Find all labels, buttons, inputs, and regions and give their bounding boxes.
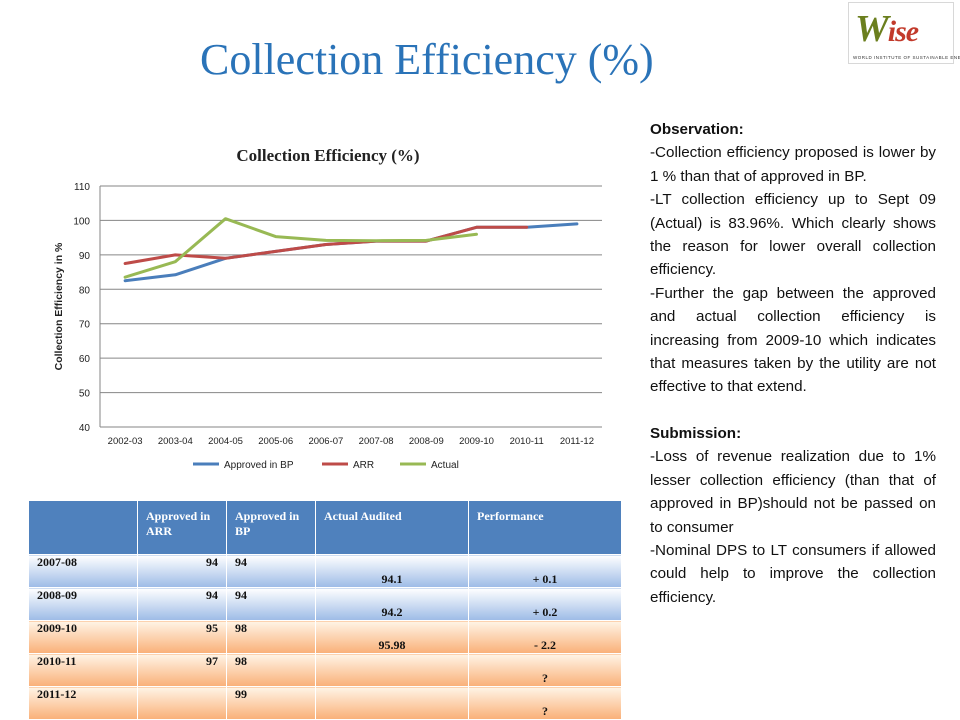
table-header-row: Approved in ARR Approved in BP Actual Au… — [28, 500, 622, 555]
cell-approved-bp: 98 — [226, 620, 316, 654]
x-tick-label: 2010-11 — [510, 436, 544, 447]
legend-label: ARR — [353, 460, 374, 471]
x-tick-label: 2006-07 — [308, 436, 343, 447]
observation-heading: Observation: — [650, 121, 744, 138]
cell-actual-audited: 95.98 — [315, 620, 469, 654]
series-line — [123, 217, 478, 279]
table-row: 2011-12 99 ? — [28, 686, 622, 720]
y-tick-label: 70 — [79, 320, 91, 331]
y-tick-label: 60 — [79, 354, 91, 365]
observation-point: -Further the gap between the approved an… — [650, 284, 936, 396]
x-tick-label: 2007-08 — [359, 436, 394, 447]
x-tick-label: 2011-12 — [560, 436, 594, 447]
x-tick-label: 2005-06 — [258, 436, 293, 447]
y-axis-label: Collection Efficiency in % — [53, 242, 65, 370]
cell-approved-arr — [137, 686, 227, 720]
submission-point: -Nominal DPS to LT consumers if allowed … — [650, 541, 936, 606]
cell-performance: ? — [468, 686, 622, 720]
cell-actual-audited: 94.2 — [315, 587, 469, 621]
slide-title: Collection Efficiency (%) — [200, 35, 654, 84]
cell-approved-bp: 99 — [226, 686, 316, 720]
cell-year: 2009-10 — [28, 620, 138, 654]
cell-performance: ? — [468, 653, 622, 687]
x-tick-label: 2009-10 — [459, 436, 494, 447]
cell-year: 2011-12 — [28, 686, 138, 720]
logo-wordmark: Wise — [855, 8, 919, 50]
submission-heading: Submission: — [650, 424, 742, 442]
cell-approved-arr: 97 — [137, 653, 227, 687]
text-panel: Observation: -Collection efficiency prop… — [650, 118, 936, 609]
cell-approved-arr: 94 — [137, 554, 227, 588]
header-approved-arr: Approved in ARR — [137, 500, 227, 555]
cell-performance: - 2.2 — [468, 620, 622, 654]
cell-actual-audited — [315, 686, 469, 720]
cell-actual-audited — [315, 653, 469, 687]
cell-approved-arr: 94 — [137, 587, 227, 621]
table-row: 2007-08 94 94 94.1 + 0.1 — [28, 554, 622, 588]
x-tick-label: 2008-09 — [409, 436, 444, 447]
cell-year: 2010-11 — [28, 653, 138, 687]
y-tick-label: 100 — [73, 216, 90, 227]
header-approved-bp: Approved in BP — [226, 500, 316, 555]
y-tick-label: 40 — [79, 423, 91, 434]
cell-approved-arr: 95 — [137, 620, 227, 654]
cell-approved-bp: 94 — [226, 554, 316, 588]
observation-point: -Collection efficiency proposed is lower… — [650, 144, 936, 185]
series-line — [123, 225, 529, 265]
legend-label: Actual — [431, 460, 459, 471]
legend-label: Approved in BP — [224, 460, 294, 471]
cell-actual-audited: 94.1 — [315, 554, 469, 588]
logo-tagline: WORLD INSTITUTE OF SUSTAINABLE ENERGY — [853, 55, 960, 60]
line-chart: 40 50 60 70 80 90 100 110 2002-03 2003-04 2004-05 2… — [53, 182, 602, 471]
y-tick-label: 90 — [79, 251, 91, 262]
x-tick-label: 2002-03 — [108, 436, 143, 447]
table-row: 2008-09 94 94 94.2 + 0.2 — [28, 587, 622, 621]
cell-performance: + 0.1 — [468, 554, 622, 588]
table-row: 2010-11 97 98 ? — [28, 653, 622, 687]
header-actual-audited: Actual Audited — [315, 500, 469, 555]
submission-point: -Loss of revenue realization due to 1% l… — [650, 448, 936, 536]
cell-approved-bp: 98 — [226, 653, 316, 687]
chart-container: Collection Efficiency (%) 40 50 60 70 80 90 10… — [38, 128, 618, 484]
x-tick-label: 2004-05 — [208, 436, 243, 447]
cell-performance: + 0.2 — [468, 587, 622, 621]
header-performance: Performance — [468, 500, 622, 555]
cell-year: 2008-09 — [28, 587, 138, 621]
header-year — [28, 500, 138, 555]
performance-table: Approved in ARR Approved in BP Actual Au… — [28, 500, 622, 720]
x-tick-label: 2003-04 — [158, 436, 193, 447]
table-row: 2009-10 95 98 95.98 - 2.2 — [28, 620, 622, 654]
cell-year: 2007-08 — [28, 554, 138, 588]
y-tick-label: 80 — [79, 285, 91, 296]
series-line — [123, 222, 579, 283]
observation-point: -LT collection efficiency up to Sept 09 … — [650, 191, 936, 279]
wise-logo: Wise WORLD INSTITUTE OF SUSTAINABLE ENER… — [848, 2, 960, 64]
chart-title: Collection Efficiency (%) — [236, 146, 420, 165]
y-tick-label: 110 — [74, 182, 90, 193]
cell-approved-bp: 94 — [226, 587, 316, 621]
y-tick-label: 50 — [79, 389, 91, 400]
